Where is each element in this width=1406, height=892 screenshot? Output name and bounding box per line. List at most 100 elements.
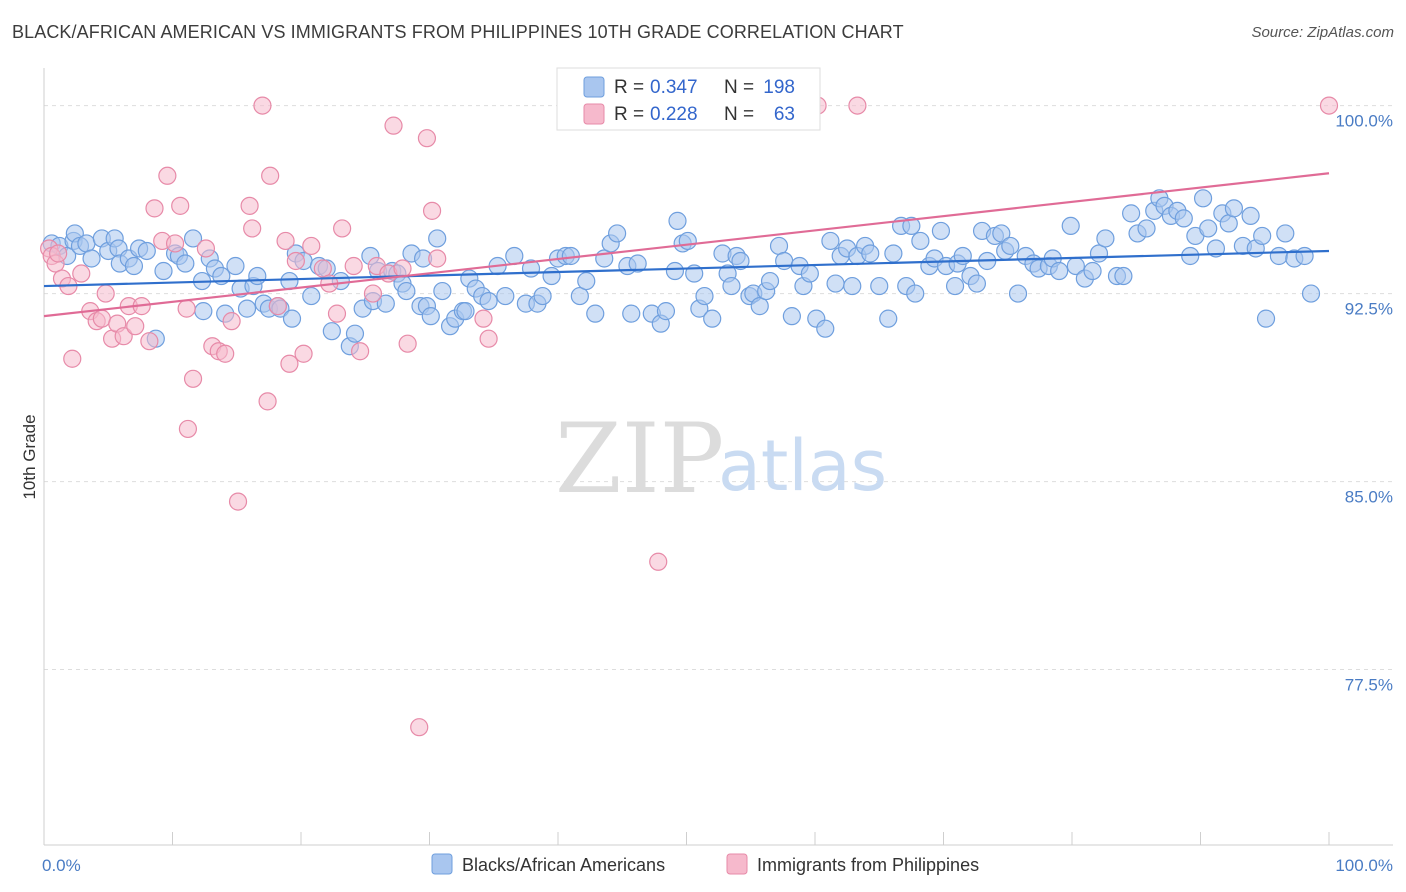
point-philippines [286, 251, 305, 271]
point-blacks [1137, 219, 1156, 238]
point-philippines [258, 392, 277, 411]
point-philippines [428, 249, 447, 268]
point-philippines [183, 369, 203, 388]
point-philippines [479, 329, 498, 348]
point-philippines [49, 244, 68, 263]
series-legend-swatch-pink [726, 853, 748, 875]
point-philippines [140, 332, 159, 351]
point-blacks [1224, 199, 1244, 218]
point-philippines [276, 231, 295, 251]
point-philippines [294, 344, 313, 363]
point-philippines [268, 297, 287, 316]
point-blacks [668, 211, 687, 230]
y-tick-label: 77.5% [1345, 676, 1393, 695]
point-blacks [496, 286, 515, 306]
point-philippines [126, 317, 145, 336]
point-blacks [731, 251, 750, 271]
point-blacks [608, 224, 627, 243]
point-blacks [678, 231, 697, 251]
point-philippines [280, 354, 299, 373]
point-blacks [911, 231, 930, 251]
point-blacks [376, 294, 395, 313]
point-blacks [1061, 216, 1080, 236]
watermark-zip: ZIP [555, 403, 724, 515]
point-blacks [1174, 209, 1193, 228]
legend-n-value-pink: 63 [774, 104, 795, 125]
point-philippines [393, 259, 412, 278]
point-blacks [1114, 266, 1133, 286]
point-philippines [178, 419, 198, 439]
point-philippines [333, 219, 352, 238]
stats-legend: R = 0.347 N = 198 R = 0.228 N = 63 [556, 67, 821, 131]
y-tick-label: 100.0% [1335, 112, 1393, 131]
point-blacks [345, 324, 365, 343]
point-blacks [282, 309, 302, 328]
gridlines [44, 105, 1393, 671]
point-blacks [695, 286, 714, 306]
y-tick-label: 92.5% [1345, 300, 1393, 319]
point-blacks [479, 292, 498, 311]
point-philippines [474, 309, 493, 328]
point-blacks [870, 276, 889, 296]
point-blacks [1050, 261, 1069, 281]
x-tick-label: 0.0% [42, 856, 81, 875]
point-blacks [884, 244, 903, 263]
point-philippines [253, 96, 272, 115]
legend-r-label-pink: R = [614, 104, 644, 125]
point-philippines [344, 256, 363, 276]
point-blacks [1206, 239, 1226, 258]
point-blacks [1199, 219, 1218, 238]
point-blacks [505, 246, 524, 266]
point-blacks [782, 307, 801, 326]
point-philippines [351, 342, 370, 361]
point-philippines [96, 284, 115, 303]
point-philippines [417, 129, 437, 148]
point-blacks [1089, 244, 1109, 263]
point-philippines [171, 196, 190, 215]
point-philippines [92, 309, 111, 328]
point-blacks [154, 261, 173, 281]
source-label: Source: ZipAtlas.com [1251, 24, 1394, 41]
trend-lines [43, 172, 1330, 318]
y-axis-tick-labels: 100.0% 92.5% 85.0% 77.5% [1335, 112, 1393, 695]
point-blacks [879, 309, 898, 328]
point-philippines [145, 199, 164, 218]
point-blacks [183, 229, 203, 248]
point-philippines [228, 492, 248, 511]
point-philippines [261, 166, 280, 185]
point-philippines [398, 334, 417, 353]
point-blacks [1219, 214, 1238, 233]
x-axis-ticks [43, 832, 1330, 845]
point-blacks [1295, 246, 1314, 266]
series-legend: Blacks/African Americans Immigrants from… [431, 853, 979, 875]
point-blacks [656, 302, 676, 321]
point-blacks [861, 244, 880, 263]
legend-n-value-blue: 198 [763, 77, 795, 98]
point-blacks [421, 307, 440, 326]
legend-swatch-pink [583, 103, 605, 125]
point-blacks [800, 264, 819, 283]
legend-r-value-blue: 0.347 [650, 77, 698, 98]
chart-title: BLACK/AFRICAN AMERICAN VS IMMIGRANTS FRO… [12, 22, 904, 42]
point-blacks [533, 286, 552, 306]
point-philippines [848, 96, 867, 115]
legend-r-value-pink: 0.228 [650, 104, 698, 125]
point-blacks [77, 234, 96, 253]
point-blacks [248, 266, 267, 286]
point-philippines [422, 201, 442, 220]
point-blacks [1083, 261, 1102, 281]
point-philippines [410, 718, 429, 737]
point-blacks [628, 254, 647, 273]
point-philippines [649, 552, 668, 571]
legend-r-label-blue: R = [614, 77, 644, 98]
point-blacks [176, 254, 195, 273]
point-philippines [243, 219, 262, 238]
point-blacks [1193, 189, 1213, 208]
axes [43, 68, 1393, 846]
point-philippines [384, 116, 403, 135]
point-blacks [967, 274, 987, 293]
point-blacks [760, 271, 780, 291]
point-blacks [826, 274, 845, 293]
point-blacks [302, 286, 321, 306]
point-philippines [63, 349, 82, 368]
